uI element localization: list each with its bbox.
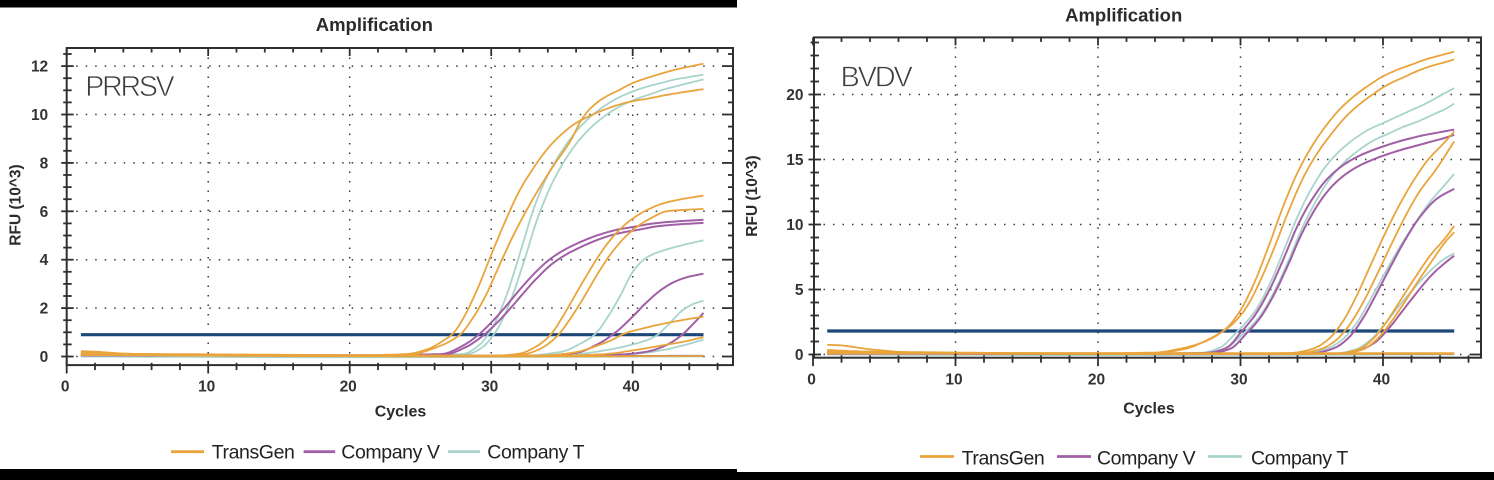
- svg-text:5: 5: [795, 282, 804, 299]
- svg-text:20: 20: [1088, 372, 1105, 389]
- svg-text:10: 10: [31, 107, 48, 124]
- svg-text:Company V: Company V: [341, 442, 440, 464]
- svg-text:6: 6: [40, 204, 49, 221]
- svg-text:20: 20: [340, 379, 357, 396]
- svg-text:8: 8: [40, 155, 49, 172]
- svg-text:12: 12: [31, 59, 48, 76]
- svg-text:0: 0: [807, 372, 816, 389]
- svg-text:PRRSV: PRRSV: [85, 71, 174, 103]
- svg-text:10: 10: [198, 379, 215, 396]
- svg-text:30: 30: [1230, 372, 1247, 389]
- svg-text:Company T: Company T: [1251, 447, 1348, 469]
- svg-text:10: 10: [945, 372, 962, 389]
- svg-text:40: 40: [1373, 372, 1390, 389]
- svg-text:Company V: Company V: [1097, 447, 1196, 469]
- svg-text:Amplification: Amplification: [1065, 5, 1182, 26]
- svg-text:2: 2: [40, 301, 49, 318]
- svg-text:0: 0: [795, 347, 804, 364]
- svg-text:RFU (10^3): RFU (10^3): [744, 155, 761, 236]
- svg-text:Company T: Company T: [487, 442, 584, 464]
- svg-text:15: 15: [786, 152, 804, 169]
- svg-text:Cycles: Cycles: [1123, 401, 1175, 418]
- svg-text:Amplification: Amplification: [316, 14, 433, 35]
- svg-text:0: 0: [61, 379, 70, 396]
- svg-text:30: 30: [481, 379, 498, 396]
- svg-text:TransGen: TransGen: [212, 442, 295, 464]
- svg-text:4: 4: [40, 252, 49, 269]
- svg-text:40: 40: [623, 379, 640, 396]
- svg-text:Cycles: Cycles: [375, 404, 427, 421]
- svg-text:0: 0: [40, 349, 49, 366]
- svg-text:RFU (10^3): RFU (10^3): [8, 164, 25, 245]
- svg-text:BVDV: BVDV: [841, 62, 914, 94]
- svg-text:20: 20: [786, 87, 803, 104]
- svg-text:10: 10: [786, 217, 803, 234]
- svg-text:BVDV: BVDV: [841, 62, 914, 94]
- svg-text:TransGen: TransGen: [962, 447, 1045, 469]
- svg-text:PRRSV: PRRSV: [85, 71, 174, 103]
